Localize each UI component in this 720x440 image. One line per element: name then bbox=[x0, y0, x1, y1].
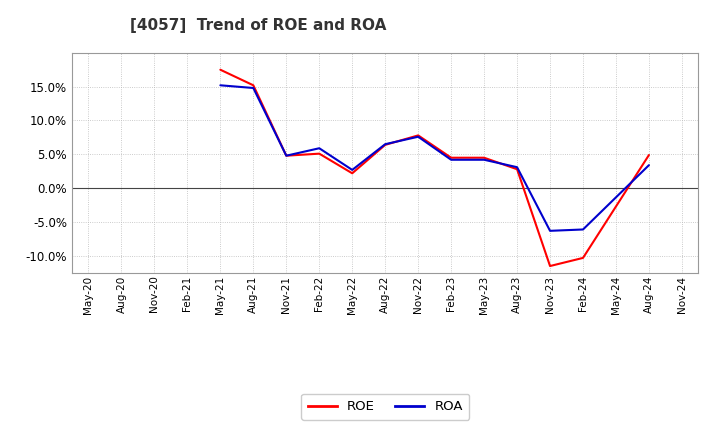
ROE bbox=[546, 264, 554, 269]
Line: ROE: ROE bbox=[220, 70, 649, 266]
ROE bbox=[513, 167, 521, 172]
ROA bbox=[249, 85, 258, 91]
ROE bbox=[579, 255, 588, 260]
ROE bbox=[644, 152, 653, 158]
ROE bbox=[315, 151, 323, 156]
ROE bbox=[414, 133, 423, 138]
ROE bbox=[216, 67, 225, 72]
ROA bbox=[644, 162, 653, 168]
ROA bbox=[315, 146, 323, 151]
ROE bbox=[348, 171, 356, 176]
ROE bbox=[447, 155, 456, 160]
ROA bbox=[282, 153, 291, 158]
ROE bbox=[381, 142, 390, 147]
ROA bbox=[579, 227, 588, 232]
ROA bbox=[513, 165, 521, 170]
ROA bbox=[480, 157, 488, 162]
ROA bbox=[546, 228, 554, 234]
ROA bbox=[447, 157, 456, 162]
Line: ROA: ROA bbox=[220, 85, 649, 231]
ROA bbox=[381, 142, 390, 147]
Legend: ROE, ROA: ROE, ROA bbox=[301, 394, 469, 420]
ROA bbox=[414, 134, 423, 139]
ROE bbox=[282, 153, 291, 158]
ROE bbox=[480, 155, 488, 160]
Text: [4057]  Trend of ROE and ROA: [4057] Trend of ROE and ROA bbox=[130, 18, 386, 33]
ROA bbox=[216, 83, 225, 88]
ROE bbox=[249, 83, 258, 88]
ROA bbox=[348, 167, 356, 172]
